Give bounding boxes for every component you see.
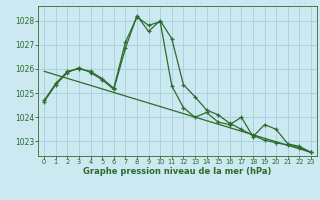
X-axis label: Graphe pression niveau de la mer (hPa): Graphe pression niveau de la mer (hPa) xyxy=(84,167,272,176)
